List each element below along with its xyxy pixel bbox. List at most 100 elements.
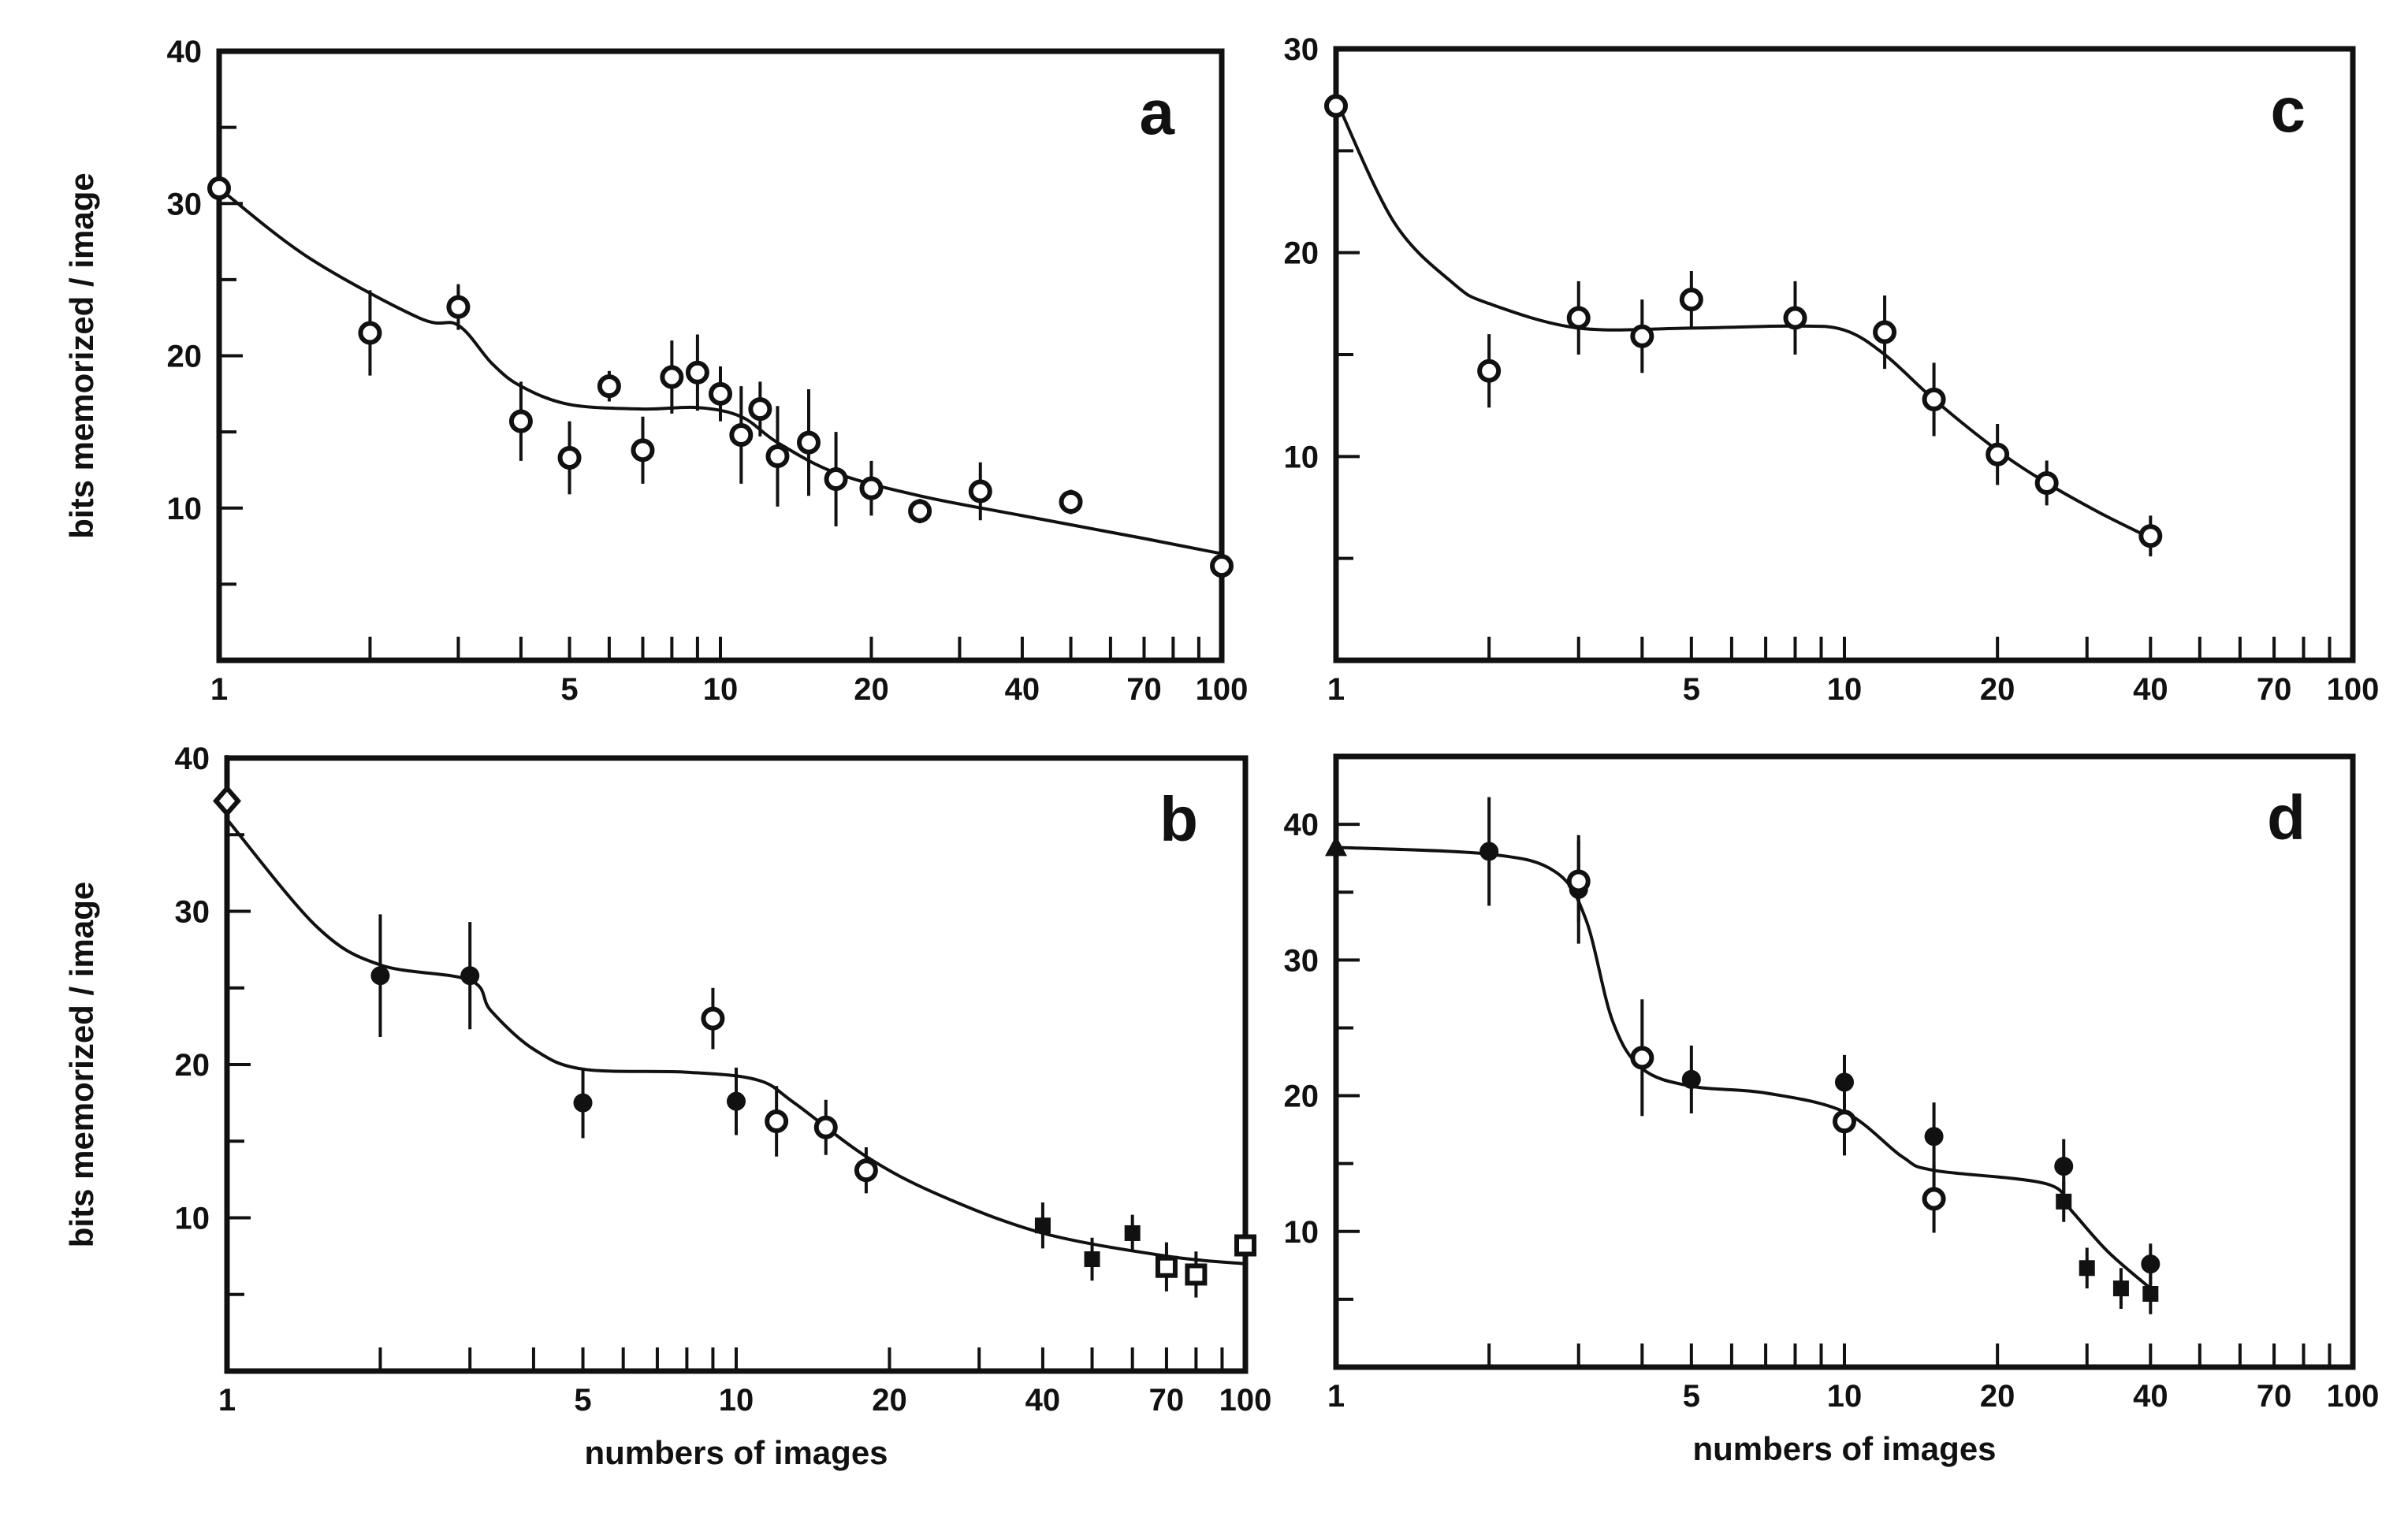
panel-label: c (2271, 75, 2306, 145)
x-tick-label: 10 (719, 1383, 754, 1418)
data-point-filled-square (1124, 1225, 1141, 1241)
data-point-filled-square (2142, 1286, 2159, 1302)
data-point-filled-circle (2054, 1157, 2074, 1176)
data-point-open-circle (1477, 359, 1502, 383)
x-tick-label: 100 (1196, 672, 1249, 707)
data-point-open-circle (765, 1109, 789, 1133)
data-point-open-square (1234, 1234, 1256, 1257)
panel-d: 1 5 10 20 40 70 100 10 20 30 40 d numbers of images (1284, 753, 2380, 1467)
y-tick-label: 30 (1284, 943, 1319, 978)
fitted-curve (218, 187, 1223, 556)
data-point-filled-square (1084, 1251, 1100, 1268)
panel-c: 1 5 10 20 40 70 100 10 20 30 c (1284, 32, 2380, 707)
data-point-filled-square (2079, 1260, 2095, 1277)
y-tick-label: 20 (1284, 1080, 1319, 1114)
data-point-open-circle (660, 365, 684, 389)
data-point-filled-circle (1681, 1069, 1701, 1089)
x-tick-label: 70 (1126, 672, 1162, 707)
panel-label: a (1140, 77, 1175, 147)
data-point-filled-square (2056, 1193, 2072, 1210)
x-tick-label: 70 (1149, 1383, 1185, 1418)
x-tick-label: 40 (2133, 672, 2168, 707)
x-tick-label: 100 (2327, 1379, 2380, 1414)
x-tick-label: 20 (1980, 672, 2015, 707)
x-axis-title: numbers of images (1692, 1430, 1996, 1467)
data-point-open-circle (748, 397, 772, 422)
data-point-filled-triangle (1325, 835, 1347, 857)
x-axis-title: numbers of images (584, 1434, 888, 1471)
data-point-open-circle (557, 445, 582, 470)
data-point-filled-circle (1924, 1127, 1944, 1147)
data-point-open-circle (1833, 1109, 1856, 1134)
data-point-open-circle (358, 321, 382, 345)
data-point-open-circle (796, 430, 821, 455)
x-tick-label: 1 (210, 672, 228, 707)
data-point-filled-circle (573, 1093, 593, 1113)
data-point-open-circle (1630, 324, 1654, 348)
x-tick-label: 1 (1327, 672, 1345, 707)
x-tick-label: 5 (1683, 1379, 1700, 1414)
x-tick-label: 20 (1980, 1379, 2015, 1414)
data-point-open-circle (1210, 554, 1234, 578)
y-tick-label: 40 (1284, 808, 1319, 842)
data-point-open-square (1185, 1263, 1208, 1286)
data-point-open-circle (207, 176, 231, 200)
data-point-open-circle (631, 438, 655, 463)
panel-label: d (2267, 782, 2306, 853)
x-tick-label: 10 (1827, 1379, 1863, 1414)
data-point-filled-circle (727, 1091, 746, 1111)
x-tick-label: 1 (218, 1383, 236, 1418)
data-point-open-circle (859, 476, 884, 500)
y-axis-title: bits memorized / image (63, 882, 100, 1247)
data-point-open-circle (765, 444, 790, 469)
y-tick-label: 10 (175, 1202, 210, 1236)
fitted-curve (225, 818, 1246, 1265)
data-point-filled-circle (2141, 1254, 2161, 1274)
x-tick-label: 1 (1327, 1379, 1345, 1414)
data-point-open-circle (709, 381, 732, 406)
data-point-open-circle (2138, 524, 2163, 548)
x-tick-label: 70 (2257, 672, 2292, 707)
data-point-open-diamond (213, 784, 241, 818)
y-tick-label: 30 (1284, 32, 1319, 67)
data-point-filled-circle (460, 966, 480, 986)
data-point-open-square (1155, 1255, 1178, 1278)
data-point-open-circle (1679, 288, 1703, 312)
x-tick-label: 20 (872, 1383, 907, 1418)
y-tick-label: 10 (167, 492, 203, 526)
y-tick-label: 30 (167, 187, 203, 221)
data-point-open-circle (446, 295, 471, 319)
data-point-open-circle (1783, 306, 1807, 330)
y-axis-title: bits memorized / image (63, 173, 100, 538)
panel-b: 1 5 10 20 40 70 100 10 20 30 40 b bits memorized / i… (63, 741, 1271, 1471)
data-point-open-circle (854, 1158, 878, 1183)
x-tick-label: 40 (2133, 1379, 2168, 1414)
x-tick-label: 5 (560, 672, 578, 707)
data-point-open-circle (1922, 387, 1946, 411)
data-point-open-circle (701, 1006, 725, 1031)
data-point-filled-circle (1479, 842, 1499, 861)
data-point-open-circle (508, 409, 533, 433)
x-tick-label: 100 (1219, 1383, 1272, 1418)
data-point-open-circle (1873, 320, 1897, 344)
x-tick-label: 5 (1683, 672, 1700, 707)
x-tick-label: 70 (2257, 1379, 2292, 1414)
x-tick-label: 10 (703, 672, 739, 707)
panel-a: 1 5 10 20 40 70 100 10 20 30 40 a bits memorized / i… (63, 35, 1248, 707)
y-tick-label: 10 (1284, 1215, 1319, 1250)
y-tick-label: 20 (1284, 236, 1319, 271)
data-point-filled-circle (370, 966, 390, 986)
x-tick-label: 10 (1827, 672, 1863, 707)
x-tick-label: 100 (2327, 672, 2380, 707)
y-tick-label: 40 (167, 35, 203, 69)
y-tick-label: 40 (175, 741, 210, 776)
data-point-open-circle (1566, 306, 1591, 330)
x-tick-label: 40 (1005, 672, 1040, 707)
data-point-open-circle (1922, 1187, 1946, 1211)
data-point-open-circle (1566, 869, 1591, 894)
data-point-open-circle (729, 422, 754, 447)
x-tick-label: 40 (1025, 1383, 1061, 1418)
data-point-open-circle (1630, 1046, 1654, 1070)
data-point-open-circle (2034, 470, 2059, 495)
